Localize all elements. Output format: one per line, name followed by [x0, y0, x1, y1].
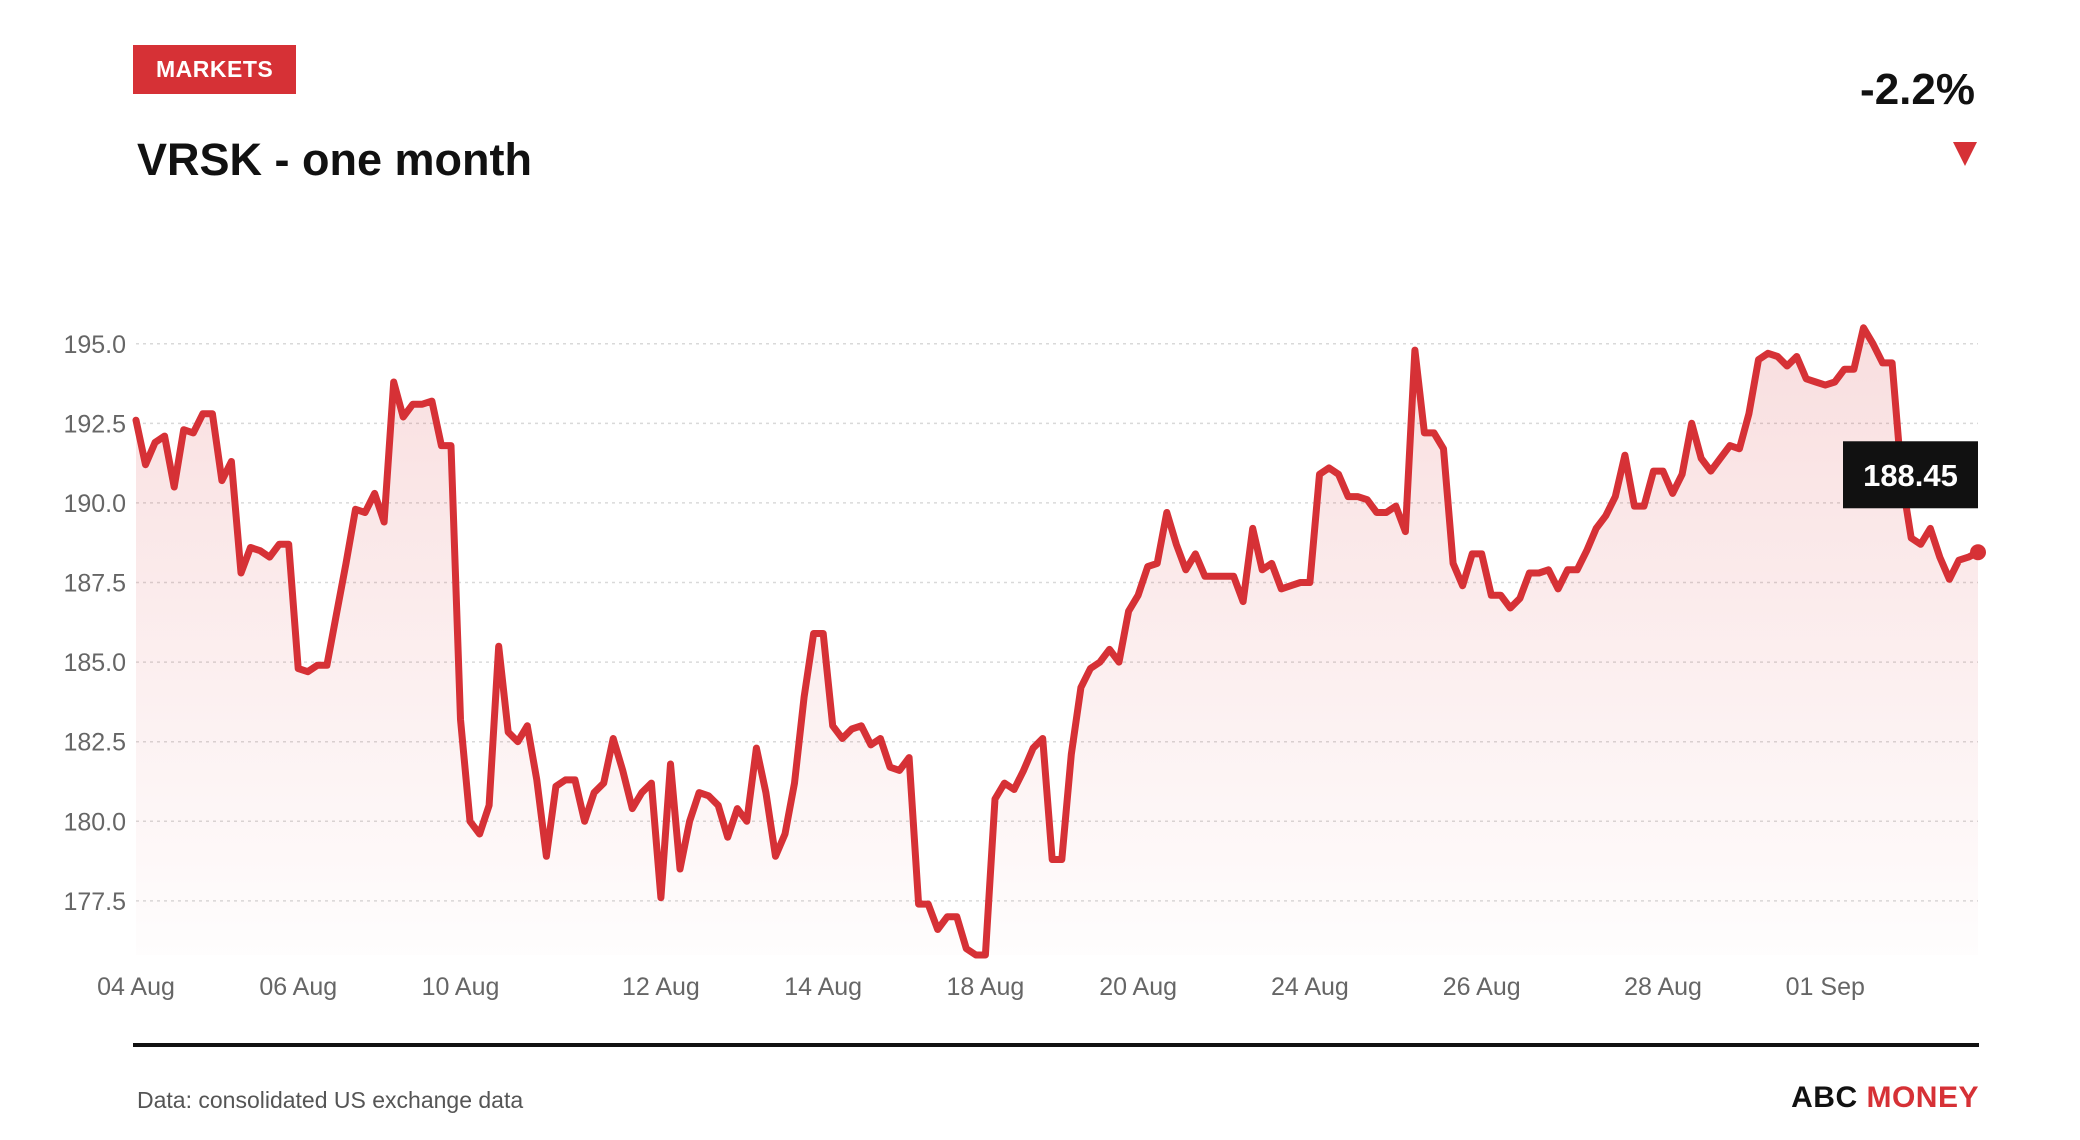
y-tick-label: 177.5 [63, 888, 126, 916]
x-tick-label: 01 Sep [1786, 973, 1865, 1001]
chart-title: VRSK - one month [137, 134, 532, 185]
y-tick-label: 192.5 [63, 410, 126, 438]
x-tick-label: 26 Aug [1443, 973, 1521, 1001]
category-tag: MARKETS [133, 45, 297, 94]
line-layer [132, 324, 1982, 959]
x-tick-label: 14 Aug [784, 973, 862, 1001]
x-tick-label: 20 Aug [1099, 973, 1177, 1001]
y-tick-label: 190.0 [63, 490, 126, 518]
x-tick-label: 28 Aug [1624, 973, 1702, 1001]
y-tick-label: 195.0 [63, 331, 126, 359]
x-tick-label: 24 Aug [1271, 973, 1349, 1001]
brand-logo: ABC MONEY [1791, 1080, 1979, 1116]
y-tick-label: 185.0 [63, 649, 126, 677]
x-tick-label: 04 Aug [97, 973, 175, 1001]
brand-part-2: MONEY [1866, 1081, 1979, 1114]
area-layer [136, 327, 1978, 955]
x-tick-labels: 04 Aug 06 Aug 10 Aug 12 Aug 14 Aug 18 Aug 20 A… [97, 973, 1865, 1001]
x-tick-label: 10 Aug [422, 973, 500, 1001]
marker-layer: 188.45 [1843, 441, 1986, 561]
x-tick-label: 18 Aug [946, 973, 1024, 1001]
series-area [136, 327, 1978, 955]
x-tick-label: 06 Aug [259, 973, 337, 1001]
y-tick-label: 180.0 [63, 808, 126, 836]
brand-part-1: ABC [1791, 1081, 1858, 1114]
data-source: Data: consolidated US exchange data [137, 1087, 524, 1113]
y-tick-label: 187.5 [63, 570, 126, 598]
down-arrow-icon [1953, 142, 1977, 166]
series-line [132, 324, 1982, 959]
y-tick-label: 182.5 [63, 729, 126, 757]
percent-change: -2.2% [1860, 65, 1975, 114]
last-value-box [1843, 441, 1978, 509]
y-tick-labels: 177.5 180.0 182.5 185.0 187.5 190.0 192.5 195.0 [63, 331, 126, 916]
x-tick-label: 12 Aug [622, 973, 700, 1001]
last-point-marker [1970, 544, 1986, 561]
footer-divider [133, 1043, 1979, 1047]
last-value-label: 188.45 [1863, 458, 1958, 493]
